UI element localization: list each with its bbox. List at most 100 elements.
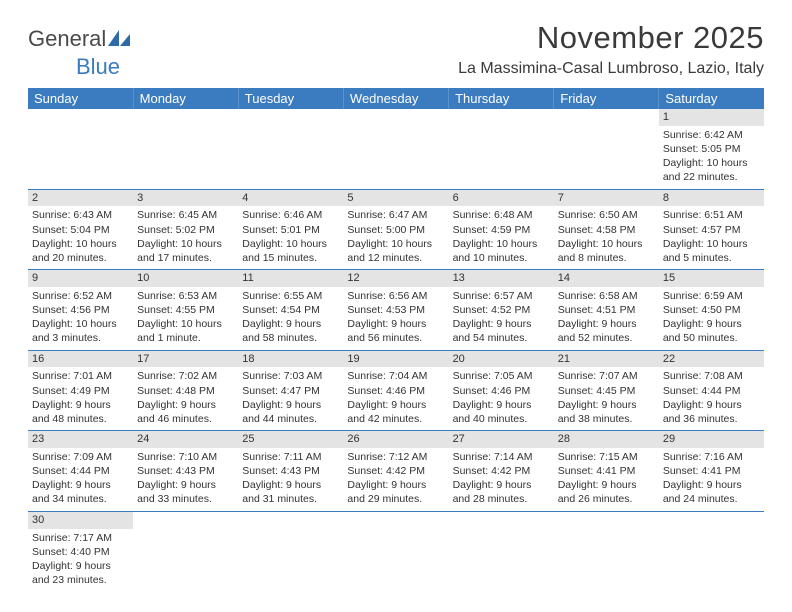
day-number: 1: [659, 109, 764, 126]
logo: General Blue: [28, 26, 130, 80]
calendar-day-cell: 21Sunrise: 7:07 AMSunset: 4:45 PMDayligh…: [554, 350, 659, 431]
sunset-text: Sunset: 4:58 PM: [558, 223, 655, 237]
sunrise-text: Sunrise: 6:53 AM: [137, 289, 234, 303]
calendar-day-cell: 25Sunrise: 7:11 AMSunset: 4:43 PMDayligh…: [238, 431, 343, 512]
calendar-empty-cell: [133, 511, 238, 591]
day-number: 16: [28, 351, 133, 368]
sunset-text: Sunset: 4:42 PM: [453, 464, 550, 478]
day-number: 17: [133, 351, 238, 368]
daylight-text: Daylight: 9 hours and 28 minutes.: [453, 478, 550, 506]
sunrise-text: Sunrise: 6:58 AM: [558, 289, 655, 303]
daylight-text: Daylight: 10 hours and 10 minutes.: [453, 237, 550, 265]
sunset-text: Sunset: 4:59 PM: [453, 223, 550, 237]
day-number: 8: [659, 190, 764, 207]
day-number: 28: [554, 431, 659, 448]
daylight-text: Daylight: 9 hours and 24 minutes.: [663, 478, 760, 506]
daylight-text: Daylight: 9 hours and 29 minutes.: [347, 478, 444, 506]
day-number: 11: [238, 270, 343, 287]
calendar-empty-cell: [659, 511, 764, 591]
logo-word2: Blue: [76, 54, 120, 79]
sunrise-text: Sunrise: 7:14 AM: [453, 450, 550, 464]
sunset-text: Sunset: 4:44 PM: [663, 384, 760, 398]
calendar-day-cell: 24Sunrise: 7:10 AMSunset: 4:43 PMDayligh…: [133, 431, 238, 512]
sunset-text: Sunset: 5:04 PM: [32, 223, 129, 237]
calendar-week-row: 30Sunrise: 7:17 AMSunset: 4:40 PMDayligh…: [28, 511, 764, 591]
calendar-empty-cell: [133, 109, 238, 189]
sunset-text: Sunset: 4:44 PM: [32, 464, 129, 478]
sunrise-text: Sunrise: 6:52 AM: [32, 289, 129, 303]
weekday-header: Wednesday: [343, 88, 448, 109]
daylight-text: Daylight: 9 hours and 23 minutes.: [32, 559, 129, 587]
day-number: 19: [343, 351, 448, 368]
sunset-text: Sunset: 4:50 PM: [663, 303, 760, 317]
sunset-text: Sunset: 4:54 PM: [242, 303, 339, 317]
weekday-header: Tuesday: [238, 88, 343, 109]
sunrise-text: Sunrise: 7:08 AM: [663, 369, 760, 383]
calendar-header-row: SundayMondayTuesdayWednesdayThursdayFrid…: [28, 88, 764, 109]
daylight-text: Daylight: 9 hours and 44 minutes.: [242, 398, 339, 426]
calendar-empty-cell: [554, 511, 659, 591]
daylight-text: Daylight: 9 hours and 54 minutes.: [453, 317, 550, 345]
daylight-text: Daylight: 10 hours and 1 minute.: [137, 317, 234, 345]
calendar-day-cell: 7Sunrise: 6:50 AMSunset: 4:58 PMDaylight…: [554, 189, 659, 270]
daylight-text: Daylight: 10 hours and 17 minutes.: [137, 237, 234, 265]
sunrise-text: Sunrise: 7:12 AM: [347, 450, 444, 464]
calendar-day-cell: 20Sunrise: 7:05 AMSunset: 4:46 PMDayligh…: [449, 350, 554, 431]
daylight-text: Daylight: 9 hours and 36 minutes.: [663, 398, 760, 426]
calendar-day-cell: 15Sunrise: 6:59 AMSunset: 4:50 PMDayligh…: [659, 270, 764, 351]
sunset-text: Sunset: 4:41 PM: [558, 464, 655, 478]
logo-text: General Blue: [28, 26, 130, 80]
weekday-header: Sunday: [28, 88, 133, 109]
sunrise-text: Sunrise: 6:45 AM: [137, 208, 234, 222]
calendar-empty-cell: [554, 109, 659, 189]
calendar-day-cell: 3Sunrise: 6:45 AMSunset: 5:02 PMDaylight…: [133, 189, 238, 270]
calendar-day-cell: 17Sunrise: 7:02 AMSunset: 4:48 PMDayligh…: [133, 350, 238, 431]
calendar-day-cell: 2Sunrise: 6:43 AMSunset: 5:04 PMDaylight…: [28, 189, 133, 270]
calendar-week-row: 23Sunrise: 7:09 AMSunset: 4:44 PMDayligh…: [28, 431, 764, 512]
day-number: 25: [238, 431, 343, 448]
sunset-text: Sunset: 5:01 PM: [242, 223, 339, 237]
daylight-text: Daylight: 9 hours and 31 minutes.: [242, 478, 339, 506]
day-number: 5: [343, 190, 448, 207]
day-number: 7: [554, 190, 659, 207]
calendar-empty-cell: [343, 109, 448, 189]
calendar-empty-cell: [238, 109, 343, 189]
sunset-text: Sunset: 4:56 PM: [32, 303, 129, 317]
weekday-header: Monday: [133, 88, 238, 109]
sunset-text: Sunset: 4:42 PM: [347, 464, 444, 478]
calendar-day-cell: 13Sunrise: 6:57 AMSunset: 4:52 PMDayligh…: [449, 270, 554, 351]
sunrise-text: Sunrise: 6:57 AM: [453, 289, 550, 303]
day-number: 29: [659, 431, 764, 448]
daylight-text: Daylight: 10 hours and 22 minutes.: [663, 156, 760, 184]
sunrise-text: Sunrise: 7:03 AM: [242, 369, 339, 383]
sunrise-text: Sunrise: 7:17 AM: [32, 531, 129, 545]
page: GeneralBlue November 2025 La Massimina-C…: [0, 0, 792, 591]
calendar-day-cell: 26 Sunrise: 7:12 AMSunset: 4:42 PMDayligh…: [343, 431, 448, 512]
sunrise-text: Sunrise: 6:42 AM: [663, 128, 760, 142]
sunrise-text: Sunrise: 7:11 AM: [242, 450, 339, 464]
logo-word1: General: [28, 26, 106, 51]
sunset-text: Sunset: 5:02 PM: [137, 223, 234, 237]
sunset-text: Sunset: 4:51 PM: [558, 303, 655, 317]
calendar-day-cell: 5Sunrise: 6:47 AMSunset: 5:00 PMDaylight…: [343, 189, 448, 270]
calendar-week-row: 16Sunrise: 7:01 AMSunset: 4:49 PM Dayligh…: [28, 350, 764, 431]
calendar-day-cell: 30Sunrise: 7:17 AMSunset: 4:40 PMDayligh…: [28, 511, 133, 591]
weekday-header: Friday: [554, 88, 659, 109]
day-number: 2: [28, 190, 133, 207]
day-number: 26: [343, 431, 448, 448]
sunrise-text: Sunrise: 6:51 AM: [663, 208, 760, 222]
sunset-text: Sunset: 4:49 PM: [32, 384, 129, 398]
sunset-text: Sunset: 5:00 PM: [347, 223, 444, 237]
sunrise-text: Sunrise: 6:43 AM: [32, 208, 129, 222]
day-number: 20: [449, 351, 554, 368]
calendar-day-cell: 9Sunrise: 6:52 AMSunset: 4:56 PMDaylight…: [28, 270, 133, 351]
daylight-text: Daylight: 10 hours and 12 minutes.: [347, 237, 444, 265]
calendar-day-cell: 19Sunrise: 7:04 AMSunset: 4:46 PMDayligh…: [343, 350, 448, 431]
sunrise-text: Sunrise: 7:01 AM: [32, 369, 129, 383]
calendar-empty-cell: [28, 109, 133, 189]
calendar-day-cell: 10Sunrise: 6:53 AMSunset: 4:55 PMDayligh…: [133, 270, 238, 351]
daylight-text: Daylight: 9 hours and 34 minutes.: [32, 478, 129, 506]
calendar-day-cell: 8Sunrise: 6:51 AMSunset: 4:57 PMDaylight…: [659, 189, 764, 270]
sunrise-text: Sunrise: 7:04 AM: [347, 369, 444, 383]
day-number: 4: [238, 190, 343, 207]
